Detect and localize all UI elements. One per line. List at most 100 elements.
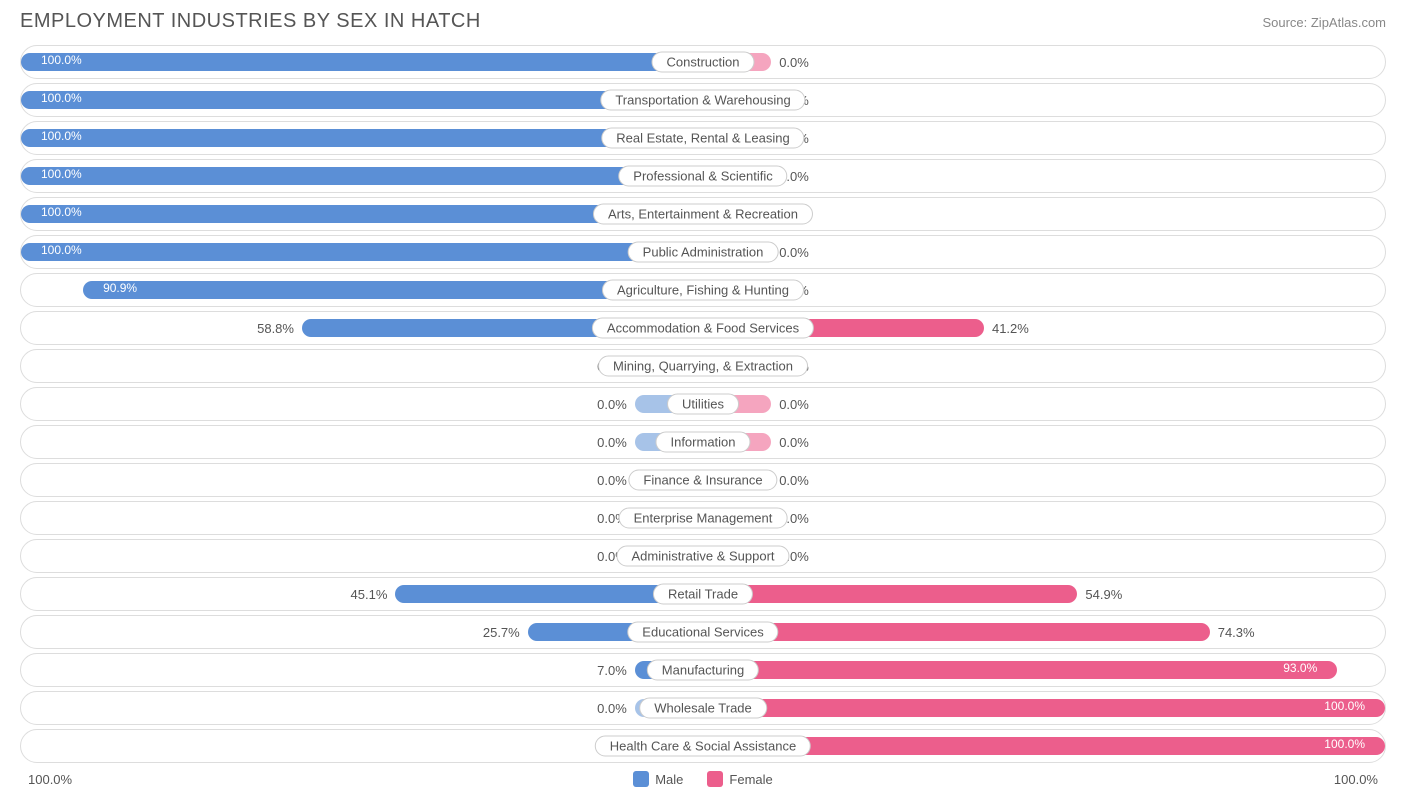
legend-male-swatch xyxy=(633,771,649,787)
chart-row: 0.0% 100.0% Wholesale Trade xyxy=(20,691,1386,725)
category-label: Educational Services xyxy=(627,622,778,643)
male-bar: 100.0% xyxy=(21,243,703,261)
category-label: Finance & Insurance xyxy=(628,470,777,491)
female-bar: 100.0% xyxy=(703,699,1385,717)
category-label: Wholesale Trade xyxy=(639,698,767,719)
male-pct: 0.0% xyxy=(589,397,635,412)
female-half: 0.0% xyxy=(703,236,1385,268)
chart-body: 100.0%0.0%Construction100.0%0.0%Transpor… xyxy=(20,45,1386,763)
category-label: Transportation & Warehousing xyxy=(600,90,805,111)
male-half: 0.0% xyxy=(21,502,703,534)
category-label: Real Estate, Rental & Leasing xyxy=(601,128,804,149)
category-label: Public Administration xyxy=(628,242,779,263)
chart-row: 90.9%9.1%Agriculture, Fishing & Hunting xyxy=(20,273,1386,307)
category-label: Health Care & Social Assistance xyxy=(595,736,811,757)
male-pct: 25.7% xyxy=(475,625,528,640)
female-half: 0.0% xyxy=(703,46,1385,78)
category-label: Utilities xyxy=(667,394,739,415)
female-bar: 93.0% xyxy=(703,661,1337,679)
axis-left-label: 100.0% xyxy=(28,772,72,787)
category-label: Accommodation & Food Services xyxy=(592,318,814,339)
female-pct: 41.2% xyxy=(984,321,1037,336)
axis-right-label: 100.0% xyxy=(1334,772,1378,787)
legend-female-label: Female xyxy=(729,772,772,787)
male-pct: 45.1% xyxy=(343,587,396,602)
male-pct: 0.0% xyxy=(589,701,635,716)
female-pct: 0.0% xyxy=(771,435,817,450)
chart-row: 0.0%100.0%Health Care & Social Assistanc… xyxy=(20,729,1386,763)
male-half: 100.0% xyxy=(21,160,703,192)
male-pct: 0.0% xyxy=(589,435,635,450)
male-half: 100.0% xyxy=(21,46,703,78)
category-label: Enterprise Management xyxy=(619,508,788,529)
female-half: 0.0% xyxy=(703,464,1385,496)
chart-axis: 100.0% Male Female 100.0% xyxy=(20,771,1386,787)
legend: Male Female xyxy=(633,771,773,787)
category-label: Mining, Quarrying, & Extraction xyxy=(598,356,808,377)
male-half: 0.0% xyxy=(21,464,703,496)
male-half: 7.0% xyxy=(21,654,703,686)
female-pct: 0.0% xyxy=(771,55,817,70)
female-half: 0.0% xyxy=(703,122,1385,154)
female-half: 0.0% xyxy=(703,426,1385,458)
legend-female: Female xyxy=(707,771,772,787)
female-bar xyxy=(703,585,1077,603)
chart-row: 100.0%0.0%Transportation & Warehousing xyxy=(20,83,1386,117)
chart-row: 7.0% 93.0% Manufacturing xyxy=(20,653,1386,687)
female-half: 0.0% xyxy=(703,502,1385,534)
chart-row: 100.0% 0.0%Public Administration xyxy=(20,235,1386,269)
female-pct: 74.3% xyxy=(1210,625,1263,640)
chart-row: 100.0%0.0%Professional & Scientific xyxy=(20,159,1386,193)
female-half: 93.0% xyxy=(703,654,1385,686)
chart-row: 45.1% 54.9% Retail Trade xyxy=(20,577,1386,611)
chart-row: 100.0%0.0%Construction xyxy=(20,45,1386,79)
chart-row: 58.8% 41.2% Accommodation & Food Services xyxy=(20,311,1386,345)
female-pct: 0.0% xyxy=(771,473,817,488)
category-label: Retail Trade xyxy=(653,584,753,605)
chart-row: 0.0%0.0%Mining, Quarrying, & Extraction xyxy=(20,349,1386,383)
female-half: 100.0% xyxy=(703,692,1385,724)
category-label: Agriculture, Fishing & Hunting xyxy=(602,280,804,301)
male-half: 25.7% xyxy=(21,616,703,648)
legend-male-label: Male xyxy=(655,772,683,787)
chart-header: EMPLOYMENT INDUSTRIES BY SEX IN HATCH So… xyxy=(20,10,1386,33)
male-pct: 100.0% xyxy=(33,167,90,181)
male-bar: 100.0% xyxy=(21,53,703,71)
female-half: 74.3% xyxy=(703,616,1385,648)
chart-row: 100.0% 0.0%Real Estate, Rental & Leasing xyxy=(20,121,1386,155)
female-pct: 100.0% xyxy=(1316,699,1373,713)
chart-row: 0.0%0.0%Administrative & Support xyxy=(20,539,1386,573)
male-bar: 100.0% xyxy=(21,167,703,185)
male-pct: 58.8% xyxy=(249,321,302,336)
male-half: 45.1% xyxy=(21,578,703,610)
female-pct: 0.0% xyxy=(771,397,817,412)
male-pct: 90.9% xyxy=(95,281,145,295)
male-pct: 100.0% xyxy=(33,91,90,105)
male-pct: 100.0% xyxy=(33,243,90,257)
male-half: 90.9% xyxy=(21,274,703,306)
category-label: Arts, Entertainment & Recreation xyxy=(593,204,813,225)
male-pct: 100.0% xyxy=(33,129,90,143)
chart-row: 100.0%0.0%Arts, Entertainment & Recreati… xyxy=(20,197,1386,231)
legend-male: Male xyxy=(633,771,683,787)
female-pct: 93.0% xyxy=(1275,661,1325,675)
female-bar xyxy=(703,623,1210,641)
female-half: 0.0% xyxy=(703,540,1385,572)
male-pct: 7.0% xyxy=(589,663,635,678)
chart-title: EMPLOYMENT INDUSTRIES BY SEX IN HATCH xyxy=(20,10,481,33)
male-pct: 100.0% xyxy=(33,205,90,219)
female-half: 0.0% xyxy=(703,160,1385,192)
female-pct: 100.0% xyxy=(1316,737,1373,751)
male-half: 0.0% xyxy=(21,426,703,458)
category-label: Manufacturing xyxy=(647,660,759,681)
chart-source: Source: ZipAtlas.com xyxy=(1262,15,1386,30)
chart-row: 25.7% 74.3% Educational Services xyxy=(20,615,1386,649)
female-half: 54.9% xyxy=(703,578,1385,610)
chart-row: 0.0% 0.0%Finance & Insurance xyxy=(20,463,1386,497)
chart-row: 0.0% 0.0% Utilities xyxy=(20,387,1386,421)
category-label: Administrative & Support xyxy=(616,546,789,567)
male-half: 0.0% xyxy=(21,388,703,420)
female-pct: 54.9% xyxy=(1077,587,1130,602)
male-half: 0.0% xyxy=(21,540,703,572)
legend-female-swatch xyxy=(707,771,723,787)
